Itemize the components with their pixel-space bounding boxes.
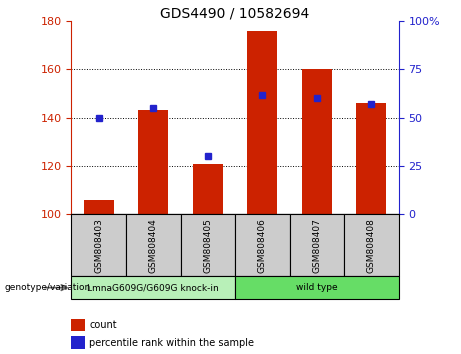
Bar: [71, 319, 84, 331]
Text: genotype/variation: genotype/variation: [5, 283, 91, 292]
Title: GDS4490 / 10582694: GDS4490 / 10582694: [160, 6, 310, 20]
Bar: [138, 110, 168, 214]
Bar: [302, 69, 332, 214]
Bar: [181, 214, 235, 276]
Bar: [71, 336, 84, 349]
Text: wild type: wild type: [296, 283, 338, 292]
Bar: [248, 31, 278, 214]
Text: LmnaG609G/G609G knock-in: LmnaG609G/G609G knock-in: [88, 283, 219, 292]
Text: GSM808405: GSM808405: [203, 218, 213, 273]
Bar: [290, 214, 344, 276]
Text: GSM808408: GSM808408: [367, 218, 376, 273]
Bar: [235, 276, 399, 299]
Bar: [193, 164, 223, 214]
Text: percentile rank within the sample: percentile rank within the sample: [89, 338, 254, 348]
Bar: [356, 103, 386, 214]
Bar: [235, 214, 290, 276]
Text: count: count: [89, 320, 117, 330]
Bar: [344, 214, 399, 276]
Text: GSM808407: GSM808407: [313, 218, 321, 273]
Bar: [126, 214, 181, 276]
Bar: [84, 200, 114, 214]
Bar: [71, 276, 235, 299]
Text: GSM808404: GSM808404: [149, 218, 158, 273]
Text: GSM808403: GSM808403: [94, 218, 103, 273]
Text: GSM808406: GSM808406: [258, 218, 267, 273]
Bar: [71, 214, 126, 276]
